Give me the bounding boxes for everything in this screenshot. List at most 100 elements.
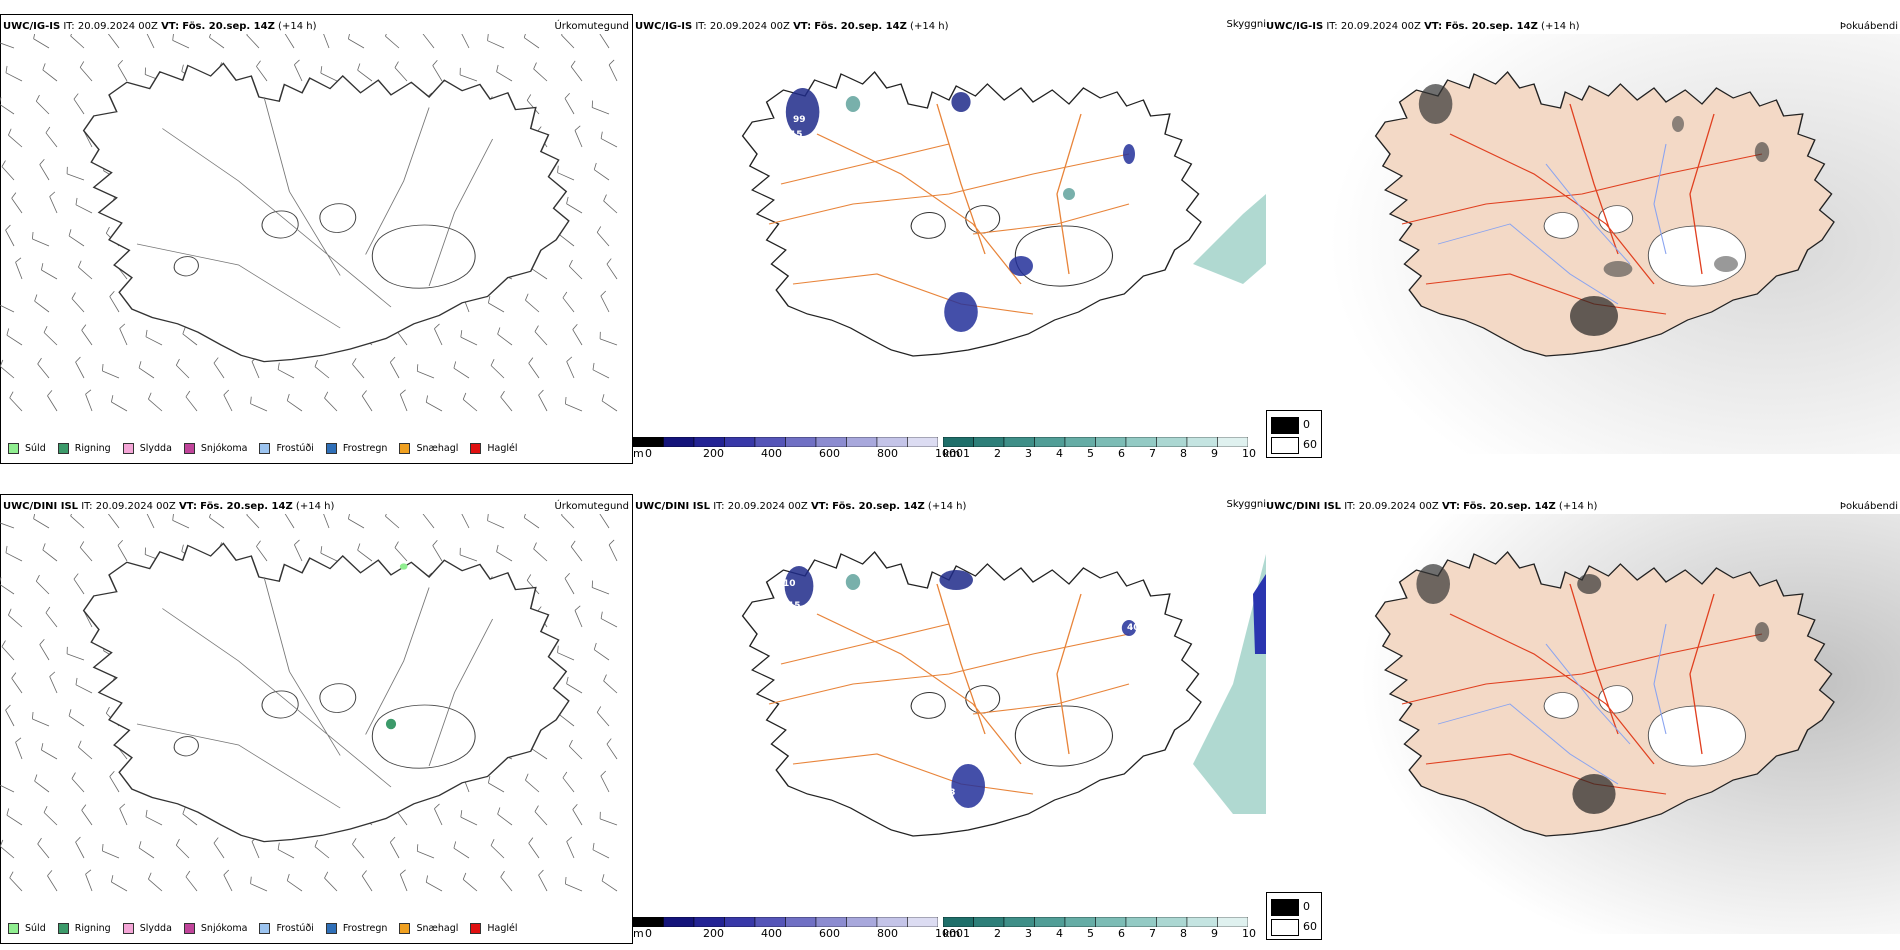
wind-barb-flag (523, 34, 526, 38)
wind-barb (603, 200, 618, 214)
wind-barb (185, 396, 198, 412)
colorbar-segment (907, 917, 938, 927)
wind-barb (417, 370, 435, 379)
wind-barb (49, 196, 58, 214)
wind-barb-flag (33, 34, 36, 39)
wind-barb (83, 130, 93, 148)
wind-barb (175, 364, 190, 379)
wind-barb (453, 367, 470, 379)
wind-barb (566, 683, 583, 694)
wind-barb (497, 813, 513, 826)
wind-barb (599, 338, 618, 346)
wind-barb-flag (562, 291, 568, 299)
wind-barb-flag (277, 362, 280, 370)
colorbar-tick-label: 800 (877, 927, 898, 940)
wind-barb (109, 776, 120, 793)
colorbar-tick-label: 2 (994, 927, 1001, 940)
wind-barb (138, 847, 155, 859)
map-frame (0, 14, 633, 464)
wind-barb (41, 269, 58, 280)
vt-value: Fös. 20.sep. 14Z (200, 501, 293, 512)
wind-barb-flag (0, 839, 4, 847)
wind-barb (314, 846, 330, 859)
wind-barb (564, 578, 575, 595)
fog-label-60: 60 (1303, 438, 1317, 451)
wind-barb (557, 652, 575, 661)
wind-barb (361, 395, 373, 412)
wind-barb (70, 35, 85, 49)
wind-barb (314, 366, 330, 379)
wind-barb-flag (105, 226, 110, 234)
wind-barb (294, 64, 303, 82)
legend-item: Slydda (122, 922, 172, 934)
wind-barb (361, 875, 373, 892)
wind-barb-flag (538, 389, 544, 396)
wind-barb (223, 874, 233, 892)
wind-barb (75, 841, 85, 859)
wind-barb (43, 812, 58, 826)
wind-barb (41, 749, 58, 760)
wind-barb (148, 398, 163, 412)
wind-barb (592, 849, 610, 859)
legend-swatch (57, 442, 69, 454)
wind-barb-flag (453, 361, 457, 369)
colorbar-segment (1156, 917, 1188, 927)
wind-barb-flag (41, 743, 44, 751)
model-name: UWC/DINI ISL (635, 501, 711, 512)
wind-barb-flag (566, 676, 569, 684)
wind-barb-flag (0, 97, 2, 103)
wind-barb-flag (182, 327, 186, 335)
colorbar-tick-label: 9 (1211, 927, 1218, 940)
wind-barb-flag (574, 125, 581, 131)
map-label: 55 (933, 813, 946, 823)
wind-barb (385, 515, 400, 529)
wind-barb-flag (102, 843, 104, 852)
legend-swatch (399, 922, 411, 934)
wind-barb (175, 844, 190, 859)
wind-barb-flag (453, 841, 457, 849)
wind-barb (117, 65, 128, 82)
wind-barb (145, 816, 163, 826)
wind-barb-flag (15, 257, 22, 263)
map-label: 40 (1127, 623, 1140, 633)
wind-barb (592, 369, 610, 379)
wind-barb-flag (357, 543, 361, 551)
wind-barb (324, 877, 338, 892)
wind-barb-flag (223, 389, 230, 396)
wind-barb-flag (223, 869, 230, 876)
wind-barb (66, 173, 85, 181)
wind-barb (9, 877, 23, 892)
wind-barb (119, 328, 128, 346)
map-label: 89 (958, 114, 971, 124)
iceland-outline (82, 542, 570, 843)
legend-label: Snjókoma (200, 442, 248, 454)
wind-barb (565, 403, 583, 412)
wind-barb (608, 64, 618, 82)
lead-time: (+14 h) (278, 21, 317, 32)
wind-barb (570, 66, 583, 82)
colorbar-segment (943, 917, 974, 927)
wind-barb-flag (172, 514, 174, 521)
wind-barb-flag (181, 544, 184, 552)
legend-item: Slydda (122, 442, 172, 454)
wind-barb-flag (9, 391, 14, 399)
wind-barb-flag (528, 837, 534, 844)
wind-barb-flag (526, 94, 532, 101)
colorbar-tick-label: 3 (1025, 447, 1032, 460)
wind-barb (488, 302, 505, 313)
wind-barb-flag (320, 546, 323, 554)
wind-barb-flag (105, 706, 110, 714)
wind-barb (352, 363, 365, 379)
it-label: IT: (713, 501, 725, 512)
wind-barb-flag (117, 539, 123, 546)
wind-barb-flag (15, 737, 22, 743)
wind-barb-flag (534, 805, 539, 812)
wind-barb (75, 361, 85, 379)
wind-barb-flag (45, 606, 51, 614)
wind-barb (524, 517, 540, 529)
legend-item: Frostúði (259, 922, 314, 934)
panel-title: UWC/IG-IS IT: 20.09.2024 00Z VT: Fös. 20… (1266, 21, 1579, 32)
wind-barb-flag (497, 327, 501, 335)
it-value: 20.09.2024 00Z (709, 21, 790, 32)
cloudbase-colorbar (633, 917, 938, 927)
